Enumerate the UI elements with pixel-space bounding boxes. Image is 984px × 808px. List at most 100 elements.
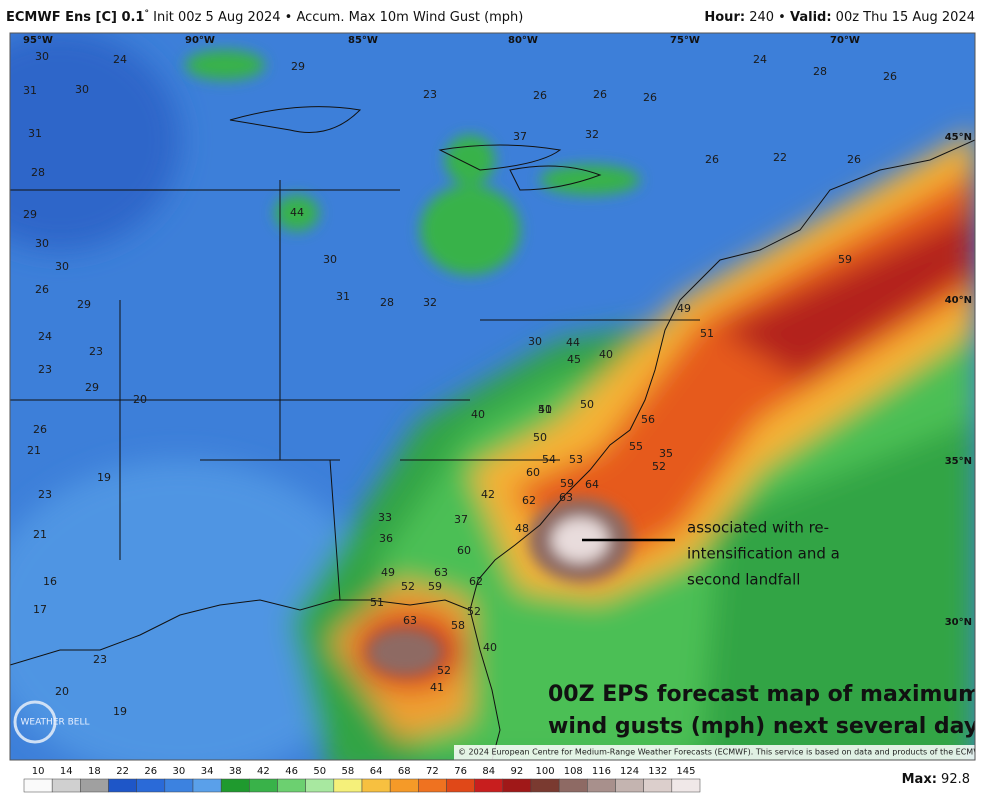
wind-value: 30 xyxy=(35,237,49,250)
latitude-labels: 45°N 40°N 35°N 30°N xyxy=(945,132,972,628)
model: ECMWF Ens [C] 0.1° Init 00z 5 Aug 2024 •… xyxy=(6,9,523,25)
wind-value: 33 xyxy=(378,511,392,524)
colorbar-swatch xyxy=(418,778,447,793)
colorbar-label: 58 xyxy=(342,766,355,777)
colorbar-swatch xyxy=(502,778,532,793)
wind-value: 41 xyxy=(538,403,552,416)
colorbar-swatch xyxy=(615,778,644,793)
wind-value: 50 xyxy=(538,403,552,416)
colorbar-label: 14 xyxy=(60,766,73,777)
colorbar-label: 145 xyxy=(676,766,695,777)
wind-value: 40 xyxy=(483,641,497,654)
colorbar-swatch xyxy=(361,778,391,793)
wind-value: 42 xyxy=(481,488,495,501)
colorbar-label: 30 xyxy=(173,766,186,777)
colorbar-label: 84 xyxy=(482,766,495,777)
wind-value: 23 xyxy=(423,88,437,101)
wind-value: 26 xyxy=(705,153,719,166)
wind-value: 51 xyxy=(370,596,384,609)
wind-value: 21 xyxy=(33,528,47,541)
colorbar-label: 46 xyxy=(285,766,298,777)
wind-value: 44 xyxy=(566,336,580,349)
valid-time: Hour: 240 • Valid: 00z Thu 15 Aug 2024 xyxy=(704,10,975,25)
colorbar-swatch xyxy=(80,778,109,793)
wind-value: 63 xyxy=(559,491,573,504)
colorbar-swatch xyxy=(389,778,419,793)
longitude-label: 80°W xyxy=(508,35,538,46)
wind-value: 51 xyxy=(700,327,714,340)
wind-value: 48 xyxy=(515,522,529,535)
wind-value: 31 xyxy=(23,84,37,97)
wind-value: 23 xyxy=(89,345,103,358)
wind-values: 30 24 31 30 31 28 29 30 30 26 29 24 23 23 29 20 26 21 19 23… xyxy=(23,50,897,718)
colorbar-label: 76 xyxy=(454,766,467,777)
colorbar-label: 100 xyxy=(536,766,555,777)
latitude-label: 45°N xyxy=(945,132,972,143)
wind-value: 44 xyxy=(290,206,304,219)
colorbar-label: 132 xyxy=(648,766,667,777)
colorbar-swatch xyxy=(558,778,588,793)
wind-value: 16 xyxy=(43,575,57,588)
wind-value: 63 xyxy=(434,566,448,579)
annotation-line: associated with re- xyxy=(687,519,829,537)
colorbar-label: 50 xyxy=(313,766,326,777)
wind-value: 19 xyxy=(97,471,111,484)
wind-value: 60 xyxy=(457,544,471,557)
colorbar-swatch xyxy=(333,778,363,793)
colorbar-label: 10 xyxy=(32,766,45,777)
wind-value: 30 xyxy=(528,335,542,348)
wind-value: 23 xyxy=(38,488,52,501)
wind-value: 29 xyxy=(77,298,91,311)
colorbar-swatch xyxy=(643,778,673,793)
colorbar-label: 72 xyxy=(426,766,439,777)
colorbar-swatch xyxy=(23,778,53,793)
colorbar-label: 92 xyxy=(511,766,524,777)
wind-value: 28 xyxy=(380,296,394,309)
colorbar-label: 18 xyxy=(88,766,101,777)
longitude-label: 85°W xyxy=(348,35,378,46)
wind-value: 26 xyxy=(33,423,47,436)
wind-value: 40 xyxy=(599,348,613,361)
wind-value: 56 xyxy=(641,413,655,426)
wind-value: 60 xyxy=(526,466,540,479)
wind-value: 40 xyxy=(471,408,485,421)
wind-value: 24 xyxy=(38,330,52,343)
colorbar-swatch xyxy=(474,778,504,793)
wind-value: 21 xyxy=(27,444,41,457)
colorbar-label: 108 xyxy=(564,766,583,777)
colorbar-swatch xyxy=(305,778,335,793)
wind-value: 37 xyxy=(513,130,527,143)
wind-value: 30 xyxy=(55,260,69,273)
wind-value: 54 xyxy=(542,453,556,466)
caption-line: wind gusts (mph) next several days xyxy=(548,714,984,739)
caption-line: 00Z EPS forecast map of maximum xyxy=(548,682,981,707)
colorbar-swatch xyxy=(277,778,306,793)
wind-value: 24 xyxy=(113,53,127,66)
wind-value: 29 xyxy=(291,60,305,73)
wind-value: 26 xyxy=(593,88,607,101)
wind-value: 30 xyxy=(75,83,89,96)
colorbar-label: 22 xyxy=(116,766,129,777)
colorbar-label: 116 xyxy=(592,766,611,777)
latitude-label: 35°N xyxy=(945,456,972,467)
wind-value: 32 xyxy=(423,296,437,309)
wind-value: 26 xyxy=(643,91,657,104)
wind-value: 30 xyxy=(35,50,49,63)
wind-value: 31 xyxy=(336,290,350,303)
wind-value: 50 xyxy=(580,398,594,411)
wind-value: 29 xyxy=(23,208,37,221)
copyright: © 2024 European Centre for Medium-Range … xyxy=(458,748,984,757)
wind-value: 22 xyxy=(773,151,787,164)
coastlines xyxy=(10,106,975,760)
wind-value: 55 xyxy=(629,440,643,453)
colorbar-swatch xyxy=(192,778,222,793)
wind-value: 36 xyxy=(379,532,393,545)
wind-value: 53 xyxy=(569,453,583,466)
wind-value: 32 xyxy=(585,128,599,141)
colorbar-swatch xyxy=(587,778,616,793)
wind-value: 58 xyxy=(451,619,465,632)
logo-icon xyxy=(13,700,57,744)
wind-value: 49 xyxy=(381,566,395,579)
wind-value: 62 xyxy=(469,575,483,588)
wind-value: 52 xyxy=(401,580,415,593)
